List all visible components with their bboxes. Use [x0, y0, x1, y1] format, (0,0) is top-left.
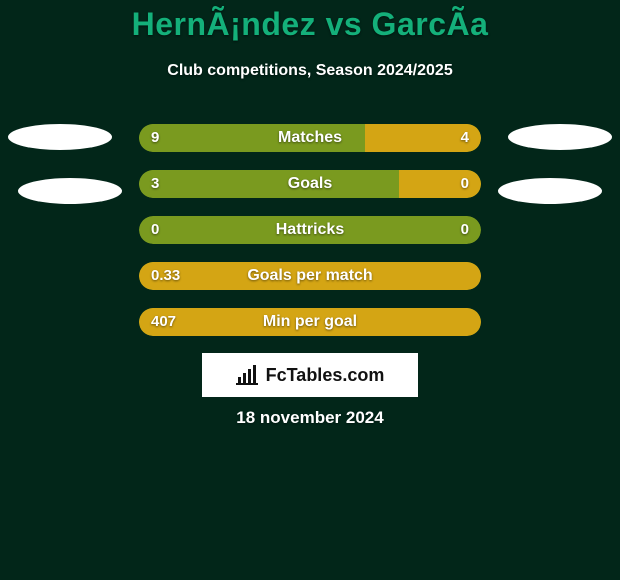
stat-value-left: 3	[151, 170, 159, 198]
stat-row: Goals per match0.33	[139, 262, 481, 290]
stat-label: Hattricks	[139, 216, 481, 244]
brand-text: FcTables.com	[266, 365, 385, 386]
date-text: 18 november 2024	[0, 408, 620, 428]
stat-row: Matches9 4	[139, 124, 481, 152]
comparison-infographic: HernÃ¡ndez vs GarcÃ­a Club competitions,…	[0, 0, 620, 580]
stat-label: Matches	[139, 124, 481, 152]
page-title: HernÃ¡ndez vs GarcÃ­a	[0, 6, 620, 43]
stat-value-right: 0	[461, 216, 469, 244]
stat-label: Goals	[139, 170, 481, 198]
bars-chart-icon	[236, 365, 260, 385]
stat-row: Goals3 0	[139, 170, 481, 198]
player2-logo-placeholder-2	[498, 178, 602, 204]
stat-value-left: 9	[151, 124, 159, 152]
stat-bars: Matches94Goals30Hattricks00Goals per mat…	[139, 124, 481, 354]
stat-row: Min per goal407	[139, 308, 481, 336]
stat-value-left: 0.33	[151, 262, 180, 290]
stat-label: Goals per match	[139, 262, 481, 290]
player1-logo-placeholder-2	[18, 178, 122, 204]
player2-logo-placeholder-1	[508, 124, 612, 150]
stat-value-right: 0	[461, 170, 469, 198]
brand-box: FcTables.com	[202, 353, 418, 397]
stat-value-left: 407	[151, 308, 176, 336]
stat-value-left: 0	[151, 216, 159, 244]
stat-label: Min per goal	[139, 308, 481, 336]
player1-logo-placeholder-1	[8, 124, 112, 150]
stat-row: Hattricks0 0	[139, 216, 481, 244]
stat-value-right: 4	[461, 124, 469, 152]
subtitle: Club competitions, Season 2024/2025	[0, 62, 620, 80]
